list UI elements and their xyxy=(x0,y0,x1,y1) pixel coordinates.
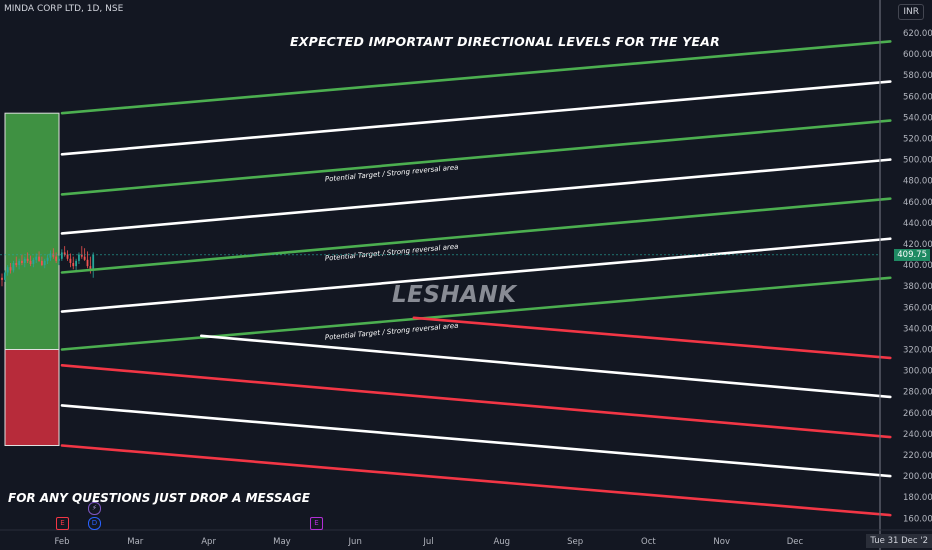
candle-body xyxy=(83,256,86,260)
x-tick-label: Mar xyxy=(127,537,144,547)
y-tick-label: 380.00 xyxy=(903,282,932,292)
green-level-line xyxy=(60,276,892,351)
y-tick-label: 320.00 xyxy=(903,346,932,356)
x-tick-label: Apr xyxy=(201,537,216,547)
y-tick-label: 560.00 xyxy=(903,92,932,102)
y-tick-label: 240.00 xyxy=(903,430,932,440)
level-lines xyxy=(60,40,892,517)
y-tick-label: 220.00 xyxy=(903,451,932,461)
white-level-line xyxy=(60,158,892,235)
white-level-line xyxy=(60,404,892,478)
candle-body xyxy=(58,258,60,261)
split-event-icon[interactable]: ⚡ xyxy=(88,502,101,515)
y-tick-label: 600.00 xyxy=(903,50,932,60)
candle-body xyxy=(23,258,26,263)
x-tick-label: May xyxy=(273,537,291,547)
candlesticks xyxy=(1,246,95,287)
y-tick-label: 500.00 xyxy=(903,156,932,166)
candle-body xyxy=(41,260,43,266)
candle-body xyxy=(60,252,63,259)
x-tick-label: Sep xyxy=(567,537,583,547)
earnings-event-icon[interactable]: E xyxy=(310,517,323,530)
candle-body xyxy=(49,253,52,258)
candle-body xyxy=(1,277,3,280)
symbol-info[interactable]: MINDA CORP LTD, 1D, NSE xyxy=(4,4,124,14)
candle-body xyxy=(46,257,49,261)
candle-body xyxy=(72,262,75,267)
bullish-zone-box xyxy=(4,112,60,351)
x-tick-label: Nov xyxy=(713,537,730,547)
watermark: LESHANK xyxy=(392,282,517,308)
candle-body xyxy=(6,267,9,273)
x-axis-ticks: Feb Mar Apr May Jun Jul Aug Sep Oct Nov Dec xyxy=(54,537,803,547)
footer-message: FOR ANY QUESTIONS JUST DROP A MESSAGE xyxy=(8,491,310,505)
currency-button[interactable]: INR xyxy=(898,4,924,20)
candle-body xyxy=(92,254,95,270)
candle-body xyxy=(32,259,35,265)
y-tick-label: 160.00 xyxy=(903,514,932,524)
green-level-line xyxy=(60,119,892,196)
y-tick-label: 480.00 xyxy=(903,177,932,187)
y-tick-label: 580.00 xyxy=(903,71,932,81)
candle-body xyxy=(89,266,92,270)
candle-body xyxy=(9,267,12,271)
candle-body xyxy=(21,260,23,263)
y-axis-ticks: 620.00 600.00 580.00 560.00 540.00 520.00 500.… xyxy=(903,29,932,524)
x-tick-label: Jul xyxy=(422,537,433,547)
green-level-line xyxy=(60,197,892,274)
x-tick-label: Jun xyxy=(348,537,362,547)
candle-body xyxy=(29,260,32,265)
candle-body xyxy=(55,256,58,261)
red-level-line xyxy=(60,364,892,439)
candle-body xyxy=(80,254,83,257)
zone-boxes xyxy=(4,112,60,447)
y-tick-label: 360.00 xyxy=(903,303,932,313)
white-level-line xyxy=(60,237,892,313)
y-tick-label: 520.00 xyxy=(903,135,932,145)
earnings-event-icon[interactable]: E xyxy=(56,517,69,530)
red-level-line xyxy=(60,444,892,517)
candle-body xyxy=(35,256,38,260)
white-level-line xyxy=(60,80,892,156)
dividend-event-icon[interactable]: D xyxy=(88,517,101,530)
red-level-line xyxy=(412,316,892,360)
candle-body xyxy=(15,262,18,266)
candle-body xyxy=(43,260,46,266)
y-tick-label: 400.00 xyxy=(903,261,932,271)
candle-body xyxy=(12,262,15,271)
bearish-zone-box xyxy=(4,349,60,447)
y-tick-label: 340.00 xyxy=(903,324,932,334)
y-tick-label: 440.00 xyxy=(903,219,932,229)
candle-body xyxy=(18,260,20,266)
y-tick-label: 260.00 xyxy=(903,409,932,419)
y-tick-label: 180.00 xyxy=(903,493,932,503)
candle-body xyxy=(63,252,66,255)
y-tick-label: 620.00 xyxy=(903,29,932,39)
x-tick-label: Oct xyxy=(641,537,656,547)
date-tag: Tue 31 Dec '2 xyxy=(866,534,932,548)
candle-body xyxy=(66,254,69,259)
y-tick-label: 280.00 xyxy=(903,388,932,398)
white-level-line xyxy=(199,334,892,399)
x-tick-label: Feb xyxy=(54,537,69,547)
x-tick-label: Dec xyxy=(787,537,804,547)
y-tick-label: 540.00 xyxy=(903,113,932,123)
candle-body xyxy=(3,272,6,280)
chart-title: EXPECTED IMPORTANT DIRECTIONAL LEVELS FO… xyxy=(290,34,720,49)
candle-body xyxy=(69,258,72,263)
y-tick-label: 300.00 xyxy=(903,367,932,377)
y-tick-label: 200.00 xyxy=(903,472,932,482)
y-tick-label: 420.00 xyxy=(903,240,932,250)
x-tick-label: Aug xyxy=(493,537,510,547)
candle-body xyxy=(26,258,29,261)
candle-body xyxy=(86,259,89,267)
candle-body xyxy=(78,254,80,261)
green-level-line xyxy=(60,40,892,115)
candle-body xyxy=(38,256,40,261)
last-price-tag: 409.75 xyxy=(894,248,930,261)
y-tick-label: 460.00 xyxy=(903,198,932,208)
candle-body xyxy=(75,260,77,267)
